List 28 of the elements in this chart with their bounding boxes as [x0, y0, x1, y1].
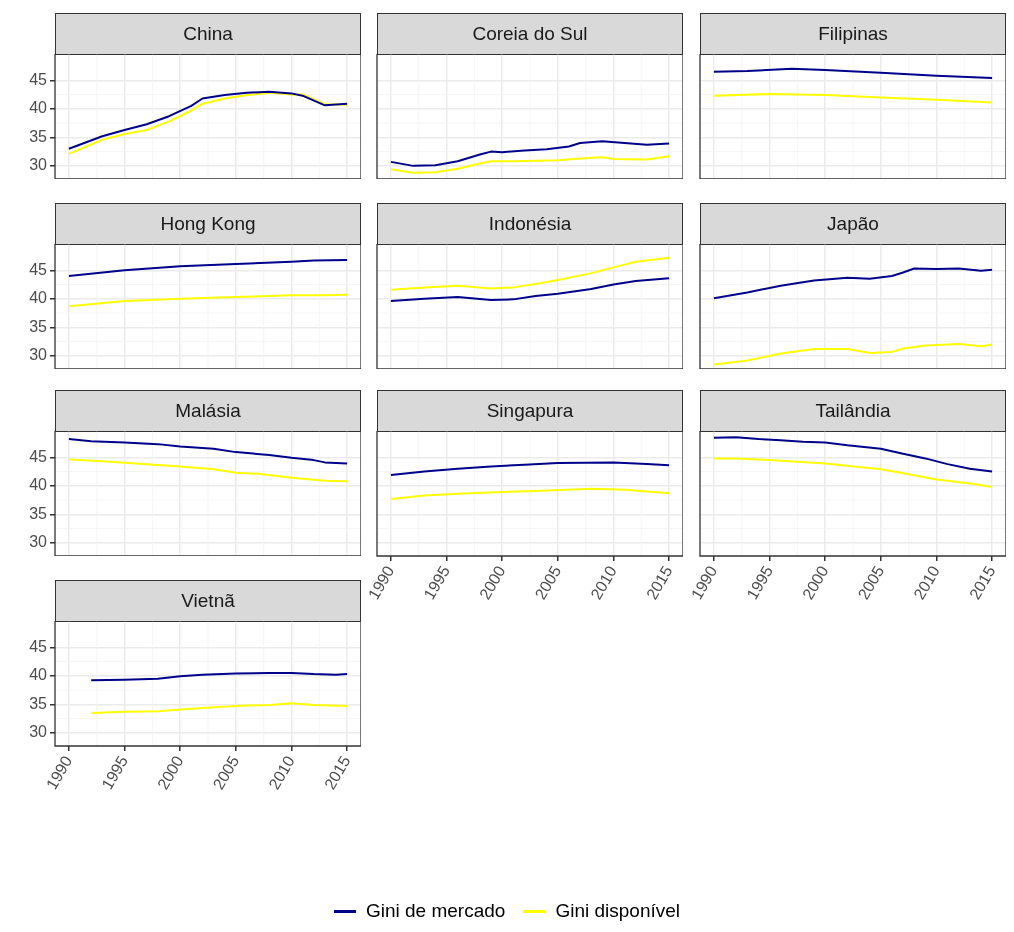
chart-title: Hong Kong: [55, 203, 361, 245]
y-tick-label: 30: [29, 156, 48, 174]
chart-title: Japão: [700, 203, 1006, 245]
y-tick-label: 45: [29, 70, 48, 88]
y-tick-label: 45: [29, 260, 48, 278]
y-tick-label: 35: [29, 694, 48, 712]
chart-title: Coreia do Sul: [377, 13, 683, 55]
legend-label: Gini de mercado: [365, 900, 506, 922]
chart-title: Singapura: [377, 390, 683, 432]
y-tick-label: 30: [29, 346, 48, 364]
y-tick-label: 30: [29, 533, 48, 551]
y-tick-label: 40: [29, 666, 48, 684]
chart-title: Tailândia: [700, 390, 1006, 432]
y-tick-label: 35: [29, 504, 48, 522]
y-tick-label: 40: [29, 289, 48, 307]
chart-title: China: [55, 13, 361, 55]
y-tick-label: 30: [29, 723, 48, 741]
chart-title: Vietnã: [55, 580, 361, 622]
y-tick-label: 45: [29, 637, 48, 655]
chart-title: Filipinas: [700, 13, 1006, 55]
legend-label: Gini disponível: [555, 900, 681, 922]
y-tick-label: 40: [29, 476, 48, 494]
chart-title: Indonésia: [377, 203, 683, 245]
chart-title: Malásia: [55, 390, 361, 432]
y-tick-label: 35: [29, 127, 48, 145]
y-tick-label: 35: [29, 317, 48, 335]
y-tick-label: 40: [29, 99, 48, 117]
y-tick-label: 45: [29, 447, 48, 465]
